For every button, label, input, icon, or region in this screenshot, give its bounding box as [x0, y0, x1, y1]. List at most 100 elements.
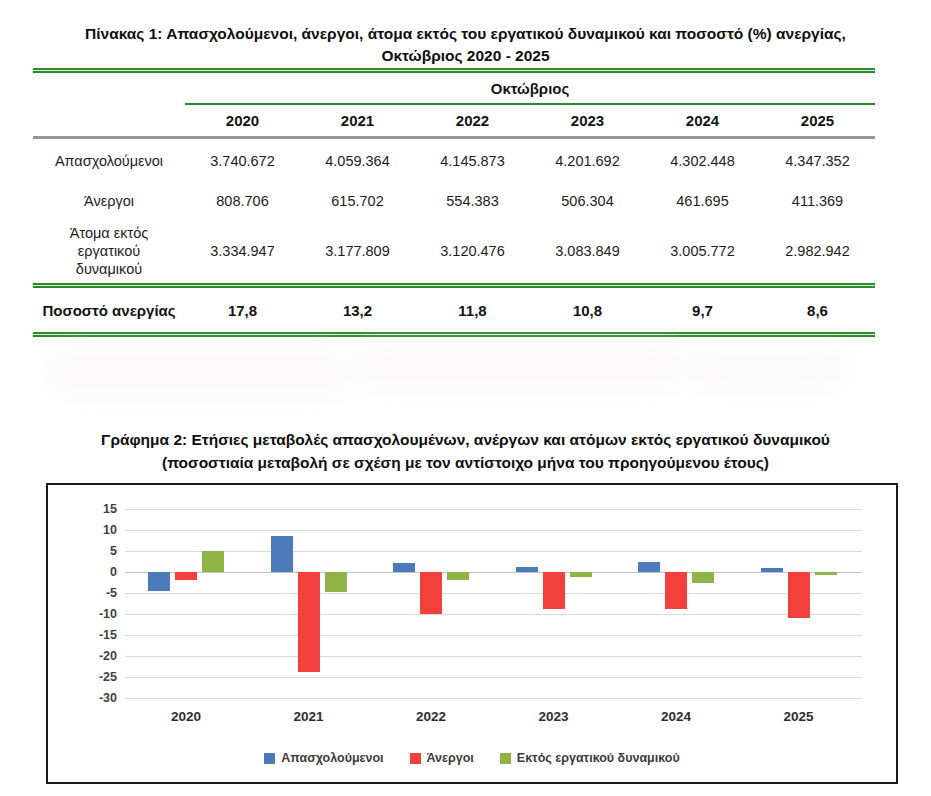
y-axis-tick-label: -5 [73, 587, 117, 599]
chart-title: Γράφημα 2: Ετήσιες μεταβολές απασχολουμέ… [0, 428, 931, 474]
bar-Απασχολούμενοι [516, 567, 538, 572]
year-header-cell: 2024 [645, 112, 760, 129]
chart-title-line1: Γράφημα 2: Ετήσιες μεταβολές απασχολουμέ… [0, 428, 931, 451]
x-axis-year-label: 2021 [274, 709, 344, 724]
statistics-report-page: { "table": { "title_line1": "Πίνακας 1: … [0, 0, 931, 796]
table-body: Απασχολούμενοι3.740.6724.059.3644.145.87… [33, 139, 875, 283]
chart-legend: Απασχολούμενοι Άνεργοι Εκτός εργατικού δυν… [48, 751, 896, 765]
value-cell: 8,6 [760, 302, 875, 319]
value-cell: 3.740.672 [185, 153, 300, 169]
x-axis-year-label: 2020 [151, 709, 221, 724]
legend-swatch [264, 753, 275, 764]
legend-item: Εκτός εργατικού δυναμικού [500, 751, 680, 765]
bar-Εκτός εργατικού δυναμικού [815, 572, 837, 575]
table-row: Άνεργοι808.706615.702554.383506.304461.6… [33, 182, 875, 219]
gridline [125, 530, 862, 531]
value-cell: 4.347.352 [760, 153, 875, 169]
unemployment-rate-row: Ποσοστό ανεργίας17,813,211,810,89,78,6 [33, 288, 875, 332]
value-cell: 3.120.476 [415, 243, 530, 259]
table-row: Απασχολούμενοι3.740.6724.059.3644.145.87… [33, 139, 875, 182]
gridline [125, 656, 862, 657]
legend-swatch [410, 753, 421, 764]
bar-Εκτός εργατικού δυναμικού [447, 572, 469, 580]
value-cell: 9,7 [645, 302, 760, 319]
bar-Άνεργοι [298, 572, 320, 672]
value-cell: 506.304 [530, 193, 645, 209]
bar-chart: 151050-5-10-15-20-25-3020202021202220232… [46, 483, 898, 784]
value-cell: 808.706 [185, 193, 300, 209]
legend-swatch [500, 753, 511, 764]
row-label: Απασχολούμενοι [33, 152, 185, 170]
bar-Απασχολούμενοι [148, 572, 170, 591]
y-axis-tick-label: 5 [73, 545, 117, 557]
row-label: Άνεργοι [33, 192, 185, 210]
year-header-row: 202020212022202320242025 [33, 105, 875, 136]
x-axis-year-label: 2024 [641, 709, 711, 724]
year-header-cell: 2021 [300, 112, 415, 129]
row-label: Ποσοστό ανεργίας [33, 302, 185, 319]
value-cell: 17,8 [185, 302, 300, 319]
y-axis-tick-label: 0 [73, 566, 117, 578]
table-bottom-rule [33, 332, 875, 337]
table-title: Πίνακας 1: Απασχολούμενοι, άνεργοι, άτομ… [0, 23, 931, 67]
blur-blob [685, 353, 845, 385]
bar-Εκτός εργατικού δυναμικού [202, 551, 224, 572]
legend-item: Απασχολούμενοι [264, 751, 383, 765]
redacted-blur-area [35, 343, 865, 407]
bar-Εκτός εργατικού δυναμικού [325, 572, 347, 592]
table-group-header-row: Οκτώβριος [33, 73, 875, 103]
gridline [125, 551, 862, 552]
value-cell: 11,8 [415, 302, 530, 319]
y-axis-tick-label: -30 [73, 692, 117, 704]
bar-Άνεργοι [665, 572, 687, 609]
gridline [125, 614, 862, 615]
value-cell: 2.982.942 [760, 243, 875, 259]
bar-Εκτός εργατικού δυναμικού [692, 572, 714, 583]
y-axis-tick-label: -20 [73, 650, 117, 662]
group-header: Οκτώβριος [185, 80, 875, 97]
value-cell: 554.383 [415, 193, 530, 209]
value-cell: 3.177.809 [300, 243, 415, 259]
value-cell: 4.201.692 [530, 153, 645, 169]
blur-blob [355, 347, 685, 385]
value-cell: 10,8 [530, 302, 645, 319]
y-axis-tick-label: -10 [73, 608, 117, 620]
legend-label: Απασχολούμενοι [281, 751, 383, 765]
legend-item: Άνεργοι [410, 751, 474, 765]
bar-Απασχολούμενοι [761, 568, 783, 572]
table-row: Άτομα εκτός εργατικού δυναμικού3.334.947… [33, 219, 875, 283]
year-header-cell: 2022 [415, 112, 530, 129]
table-title-line1: Πίνακας 1: Απασχολούμενοι, άνεργοι, άτομ… [0, 23, 931, 45]
bar-Απασχολούμενοι [638, 562, 660, 572]
value-cell: 3.005.772 [645, 243, 760, 259]
gridline [125, 635, 862, 636]
year-header-cell: 2025 [760, 112, 875, 129]
value-cell: 4.302.448 [645, 153, 760, 169]
x-axis-year-label: 2023 [519, 709, 589, 724]
value-cell: 4.059.364 [300, 153, 415, 169]
blur-blob [50, 351, 350, 393]
value-cell: 411.369 [760, 193, 875, 209]
legend-label: Άνεργοι [427, 751, 474, 765]
value-cell: 4.145.873 [415, 153, 530, 169]
bar-Απασχολούμενοι [393, 563, 415, 572]
x-axis-year-label: 2022 [396, 709, 466, 724]
year-header-cell: 2020 [185, 112, 300, 129]
value-cell: 13,2 [300, 302, 415, 319]
year-header-cell: 2023 [530, 112, 645, 129]
bar-Άνεργοι [543, 572, 565, 609]
gridline [125, 698, 862, 699]
gridline [125, 572, 862, 573]
x-axis-year-label: 2025 [764, 709, 834, 724]
table-title-line2: Οκτώβριος 2020 - 2025 [0, 45, 931, 67]
chart-title-line2: (ποσοστιαία μεταβολή σε σχέση με τον αντ… [0, 451, 931, 474]
y-axis-tick-label: 10 [73, 524, 117, 536]
bar-Άνεργοι [420, 572, 442, 614]
value-cell: 461.695 [645, 193, 760, 209]
bar-Άνεργοι [788, 572, 810, 618]
row-label: Άτομα εκτός εργατικού δυναμικού [33, 224, 185, 278]
gridline [125, 593, 862, 594]
gridline [125, 677, 862, 678]
bar-Εκτός εργατικού δυναμικού [570, 572, 592, 577]
bar-Άνεργοι [175, 572, 197, 580]
